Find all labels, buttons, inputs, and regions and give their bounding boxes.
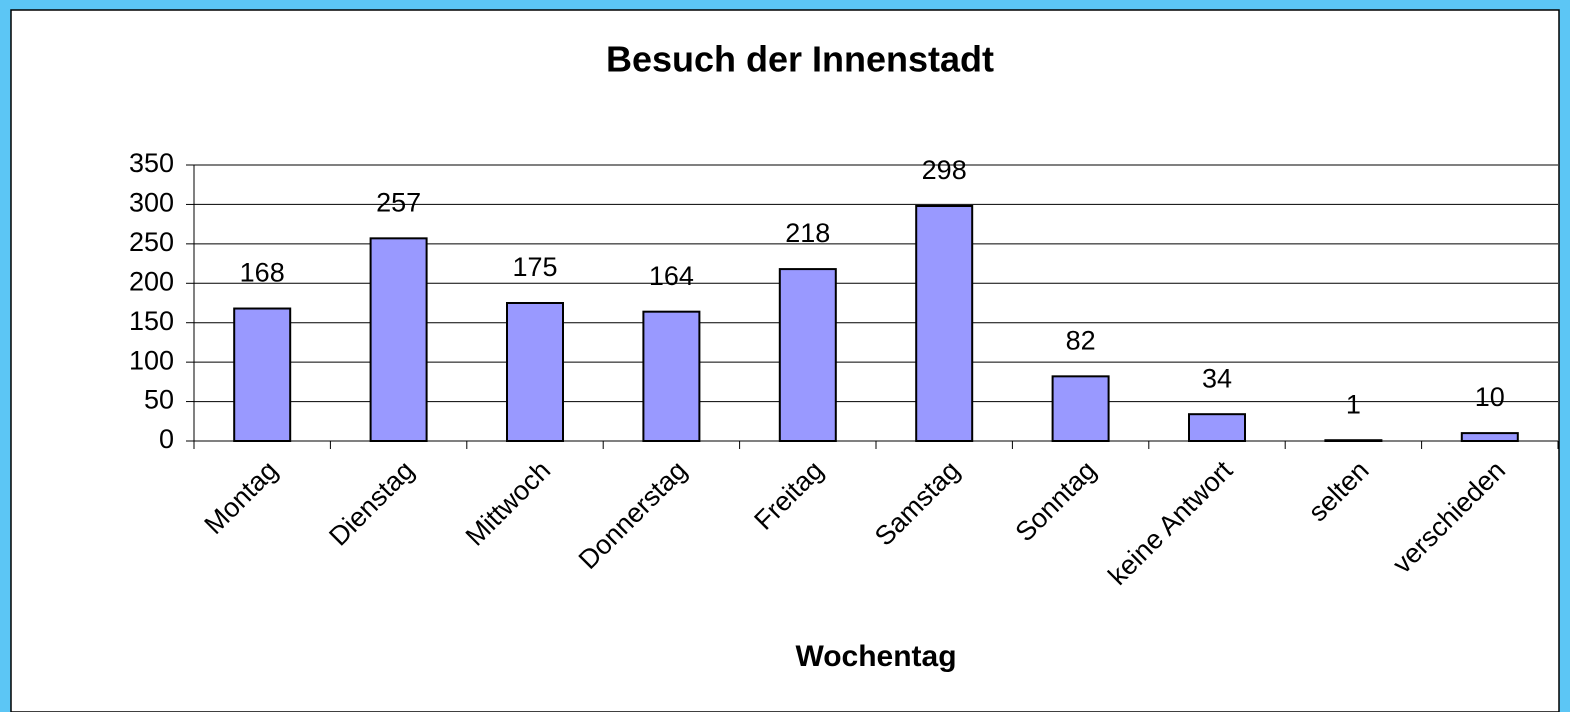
- value-label: 164: [649, 261, 694, 291]
- bar: [642, 310, 701, 442]
- value-label: 175: [512, 252, 557, 282]
- y-tick-label: 200: [129, 266, 174, 296]
- y-tick-label: 250: [129, 227, 174, 257]
- value-label: 218: [785, 218, 830, 248]
- y-tick-label: 0: [159, 424, 174, 454]
- x-axis-title: Wochentag: [795, 640, 956, 673]
- value-label: 168: [240, 258, 285, 288]
- bar: [369, 237, 428, 442]
- value-label: 82: [1066, 325, 1096, 355]
- y-tick-label: 300: [129, 188, 174, 218]
- y-tick-label: 350: [129, 148, 174, 178]
- y-tick-label: 150: [129, 306, 174, 336]
- bar: [1460, 432, 1519, 443]
- bar: [915, 205, 974, 442]
- y-tick-label: 100: [129, 345, 174, 375]
- bar: [1051, 375, 1110, 442]
- bar: [506, 302, 564, 442]
- y-tick-label: 50: [144, 385, 174, 415]
- value-label: 257: [376, 187, 421, 217]
- value-label: 34: [1202, 363, 1232, 393]
- chart-title: Besuch der Innenstadt: [606, 39, 994, 80]
- value-label: 1: [1346, 389, 1361, 419]
- bar: [233, 307, 292, 442]
- value-label: 10: [1475, 382, 1505, 412]
- value-label: 298: [922, 155, 967, 185]
- bar: [778, 268, 837, 442]
- bar: [1188, 413, 1246, 442]
